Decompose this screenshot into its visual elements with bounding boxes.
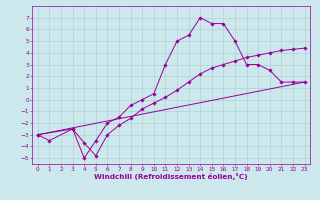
X-axis label: Windchill (Refroidissement éolien,°C): Windchill (Refroidissement éolien,°C) <box>94 173 248 180</box>
